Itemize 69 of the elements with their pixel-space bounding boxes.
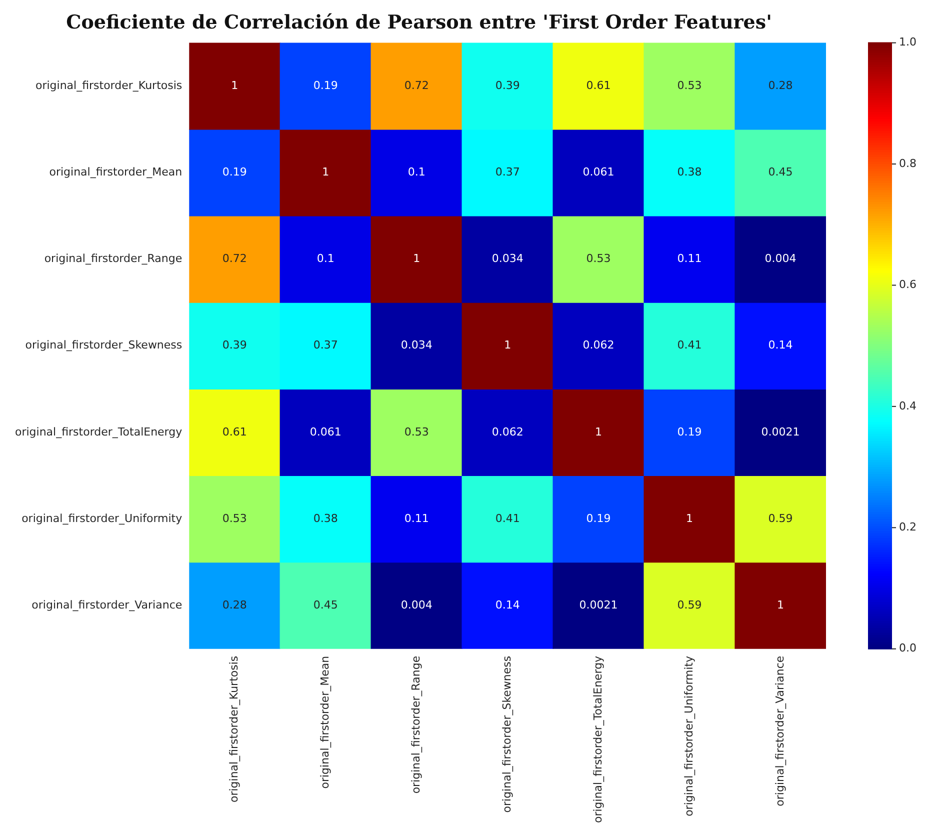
data-label: 0.1 bbox=[408, 166, 426, 179]
color-bar-label: 0.8 bbox=[899, 156, 916, 170]
data-label: 0.41 bbox=[495, 512, 520, 525]
data-label: 0.39 bbox=[495, 78, 520, 92]
data-label: 0.0021 bbox=[579, 598, 618, 612]
data-label: 0.41 bbox=[677, 338, 702, 352]
data-label: 0.034 bbox=[400, 338, 432, 352]
data-label: 0.0021 bbox=[761, 425, 800, 438]
data-label: 0.28 bbox=[222, 598, 247, 612]
data-label: 0.11 bbox=[677, 252, 702, 266]
data-label: 0.1 bbox=[316, 252, 334, 266]
color-bar-label: 0.6 bbox=[899, 278, 916, 292]
data-label: 0.14 bbox=[495, 598, 520, 612]
data-label: 0.061 bbox=[310, 425, 342, 438]
color-bar-label: 0.2 bbox=[899, 520, 916, 534]
data-label: 0.72 bbox=[222, 252, 247, 266]
data-label: 0.19 bbox=[313, 78, 338, 92]
data-label: 0.062 bbox=[582, 338, 614, 352]
data-label: 0.37 bbox=[495, 166, 520, 179]
data-label: 0.53 bbox=[404, 425, 429, 438]
data-label: 0.38 bbox=[677, 166, 702, 179]
data-label: 0.53 bbox=[677, 78, 702, 92]
x-tick-label: original_firstorder_Variance bbox=[773, 656, 786, 806]
y-tick-label: original_firstorder_Variance bbox=[32, 598, 182, 612]
data-label: 0.72 bbox=[404, 78, 429, 92]
data-label: 0.28 bbox=[768, 78, 793, 92]
y-tick-label: original_firstorder_Range bbox=[44, 252, 182, 266]
data-label: 0.61 bbox=[222, 425, 247, 438]
data-label: 0.062 bbox=[492, 425, 524, 438]
data-label: 0.034 bbox=[492, 252, 524, 266]
data-label: 0.53 bbox=[586, 252, 611, 266]
data-label: 0.59 bbox=[677, 598, 702, 612]
color-bar-label: 1.0 bbox=[899, 36, 916, 49]
x-tick-label: original_firstorder_Uniformity bbox=[682, 655, 696, 816]
data-label: 0.004 bbox=[764, 252, 796, 266]
y-tick-label: original_firstorder_TotalEnergy bbox=[14, 425, 183, 438]
x-tick-label: original_firstorder_Range bbox=[409, 656, 422, 794]
chart-title: Coeficiente de Correlación de Pearson entre 'First Order Features' bbox=[66, 11, 772, 34]
data-label: 0.37 bbox=[313, 338, 338, 352]
data-label: 0.14 bbox=[768, 338, 793, 352]
y-tick-label: original_firstorder_Skewness bbox=[25, 338, 182, 352]
x-tick-label: original_firstorder_TotalEnergy bbox=[591, 655, 604, 824]
data-label: 0.39 bbox=[222, 338, 247, 352]
data-label: 0.45 bbox=[768, 166, 793, 179]
data-label: 0.11 bbox=[404, 512, 429, 525]
data-label: 0.19 bbox=[677, 425, 702, 438]
data-label: 0.59 bbox=[768, 512, 793, 525]
data-label: 0.38 bbox=[313, 512, 338, 525]
x-tick-label: original_firstorder_Skewness bbox=[500, 656, 514, 813]
y-tick-label: original_firstorder_Mean bbox=[49, 166, 182, 179]
y-tick-label: original_firstorder_Uniformity bbox=[22, 512, 183, 525]
data-label: 0.19 bbox=[222, 166, 247, 179]
y-tick-label: original_firstorder_Kurtosis bbox=[35, 78, 182, 92]
data-label: 1 bbox=[413, 252, 420, 266]
color-bar-label: 0.4 bbox=[899, 399, 916, 412]
data-label: 0.53 bbox=[222, 512, 247, 525]
data-label: 1 bbox=[686, 512, 694, 525]
data-label: 0.061 bbox=[582, 166, 614, 179]
data-label: 1 bbox=[504, 338, 512, 352]
data-label: 1 bbox=[595, 425, 602, 438]
data-label: 1 bbox=[777, 598, 784, 612]
data-label: 1 bbox=[322, 166, 330, 179]
data-label: 1 bbox=[231, 78, 238, 92]
data-label: 0.004 bbox=[400, 598, 432, 612]
data-label: 0.61 bbox=[586, 78, 611, 92]
x-tick-label: original_firstorder_Mean bbox=[318, 656, 332, 789]
data-label: 0.45 bbox=[313, 598, 338, 612]
data-label: 0.19 bbox=[586, 512, 611, 525]
color-bar-label: 0.0 bbox=[899, 642, 916, 655]
